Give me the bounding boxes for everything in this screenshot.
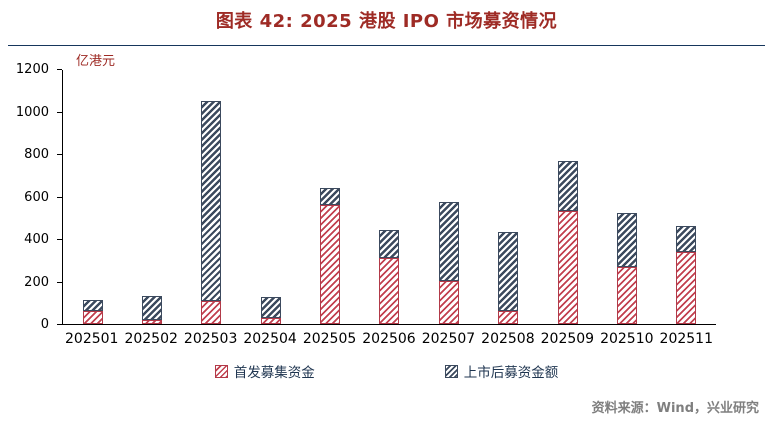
bar-group-202504	[241, 70, 300, 324]
x-axis-labels: 202501 202502 202503 202504 202505 202506 2025…	[62, 331, 716, 347]
y-tick-mark	[57, 239, 62, 240]
bar-segment-ipo-funds	[142, 320, 163, 324]
y-tick-mark	[57, 324, 62, 325]
x-axis-label: 202503	[183, 331, 238, 347]
y-tick-label: 1200	[15, 62, 49, 77]
bar-group-202502	[122, 70, 181, 324]
bar-segment-post-listing	[379, 230, 400, 258]
y-tick-label: 1000	[15, 104, 49, 120]
stacked-bar	[82, 300, 103, 324]
y-tick-label: 600	[24, 189, 49, 205]
stacked-bar	[379, 230, 400, 324]
bar-segment-post-listing	[260, 297, 281, 318]
bar-segment-post-listing	[616, 213, 637, 267]
bar-segment-ipo-funds	[320, 205, 341, 324]
stacked-bar	[142, 296, 163, 324]
x-axis-label: 202507	[421, 331, 476, 347]
bar-segment-ipo-funds	[498, 311, 519, 324]
bar-segment-ipo-funds	[616, 267, 637, 324]
bar-segment-post-listing	[557, 161, 578, 211]
legend-swatch-ipo-funds	[214, 364, 228, 378]
stacked-bar	[616, 213, 637, 324]
stacked-bar	[260, 297, 281, 324]
legend-label-ipo-funds: 首发募集资金	[233, 365, 315, 381]
bar-segment-post-listing	[498, 232, 519, 311]
x-axis-label: 202504	[243, 331, 297, 347]
bar-segment-post-listing	[142, 296, 163, 320]
bar-group-202510	[597, 70, 656, 324]
bar-group-202511	[657, 70, 716, 324]
bar-group-202505	[300, 70, 359, 324]
chart-title: 图表 42: 2025 港股 IPO 市场募资情况	[215, 11, 558, 32]
bar-segment-post-listing	[320, 188, 341, 205]
x-axis-label: 202508	[481, 331, 535, 347]
title-divider-line	[8, 45, 765, 46]
legend-swatch-post-listing	[444, 364, 458, 378]
y-tick-label: 0	[40, 317, 49, 332]
bar-group-202503	[182, 70, 241, 324]
bar-segment-post-listing	[82, 300, 103, 311]
stacked-bar	[320, 188, 341, 324]
y-tick-mark	[57, 69, 62, 70]
bar-segment-ipo-funds	[260, 318, 281, 324]
bar-segment-ipo-funds	[438, 281, 459, 324]
x-axis-label: 202506	[362, 331, 416, 347]
bar-group-202507	[419, 70, 478, 324]
stacked-bar	[498, 232, 519, 324]
x-axis-label: 202510	[600, 331, 654, 347]
legend: 首发募集资金 上市后募资金额	[0, 361, 773, 381]
y-tick-mark	[57, 196, 62, 198]
legend-item-post-listing: 上市后募资金额	[444, 361, 559, 381]
bar-group-202501	[63, 70, 122, 324]
y-axis: 0 200 400 600 800 1000 1200	[0, 63, 62, 331]
stacked-bar	[201, 101, 222, 324]
stacked-bar	[676, 226, 697, 324]
bar-segment-post-listing	[201, 101, 222, 301]
bar-segment-ipo-funds	[82, 311, 103, 324]
stacked-bar	[557, 161, 578, 324]
stacked-bar	[438, 202, 459, 324]
bar-group-202506	[360, 70, 419, 324]
legend-label-post-listing: 上市后募资金额	[463, 365, 559, 381]
plot-area	[62, 70, 716, 325]
bar-segment-ipo-funds	[201, 301, 222, 324]
y-tick-mark	[57, 154, 62, 155]
y-tick-label: 200	[24, 274, 49, 290]
bar-segment-post-listing	[438, 202, 459, 281]
y-tick-mark	[57, 281, 62, 283]
x-axis-label: 202502	[124, 331, 178, 347]
source-note: 资料来源：Wind，兴业研究	[591, 401, 759, 416]
y-tick-mark	[57, 111, 62, 113]
bar-segment-ipo-funds	[676, 252, 697, 324]
x-axis-label: 202509	[540, 331, 595, 347]
x-axis-label: 202505	[302, 331, 357, 347]
legend-item-ipo-funds: 首发募集资金	[214, 361, 315, 381]
y-tick-label: 400	[24, 232, 49, 247]
bar-segment-ipo-funds	[379, 258, 400, 324]
x-axis-label: 202511	[659, 331, 713, 347]
y-tick-label: 800	[24, 147, 49, 162]
bar-group-202509	[538, 70, 597, 324]
x-axis-label: 202501	[65, 331, 119, 347]
y-axis-unit-label: 亿港元	[76, 54, 116, 69]
bar-segment-post-listing	[676, 226, 697, 252]
bar-group-202508	[479, 70, 538, 324]
bar-segment-ipo-funds	[557, 211, 578, 324]
